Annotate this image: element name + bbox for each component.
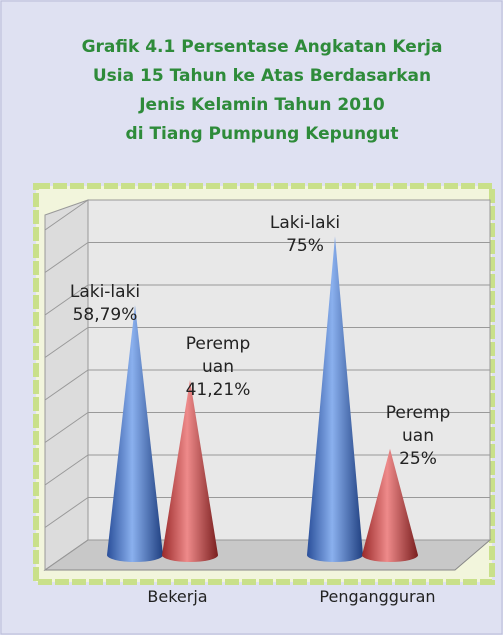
data-label: Perempuan 25% (381, 402, 455, 471)
series-name: Laki-laki (69, 282, 141, 303)
grid-line (44, 412, 89, 443)
value-label: 41,21% (185, 379, 251, 400)
value-label: 25% (399, 448, 437, 469)
grid-line (44, 242, 89, 273)
chart-title: Grafik 4.1 Persentase Angkatan Kerja (82, 37, 443, 57)
x-tick-label: Bekerja (147, 587, 207, 606)
cone (307, 236, 363, 562)
grid-line (44, 284, 89, 316)
data-label: Laki-laki 75% (268, 212, 342, 258)
value-label: 58,79% (72, 305, 138, 326)
grid-line (44, 327, 89, 358)
cone (162, 379, 218, 562)
series-name: Perempuan (385, 402, 451, 446)
grid-line (44, 454, 89, 486)
chart-title: di Tiang Pumpung Kepungut (126, 124, 399, 144)
cone (362, 448, 418, 562)
series-name: Laki-laki (269, 213, 341, 234)
data-label: Perempuan 41,21% (181, 333, 255, 402)
chart-title: Usia 15 Tahun ke Atas Berdasarkan (93, 66, 431, 86)
x-tick-label: Pengangguran (319, 587, 435, 606)
grid-line (44, 497, 89, 528)
cone (107, 305, 163, 562)
value-label: 75% (286, 236, 324, 257)
grid-line (44, 369, 89, 401)
grid-line (44, 199, 89, 231)
chart-title: Jenis Kelamin Tahun 2010 (138, 95, 385, 115)
data-label: Laki-laki 58,79% (68, 281, 142, 327)
series-name: Perempuan (185, 333, 251, 377)
grid-line (44, 539, 89, 571)
